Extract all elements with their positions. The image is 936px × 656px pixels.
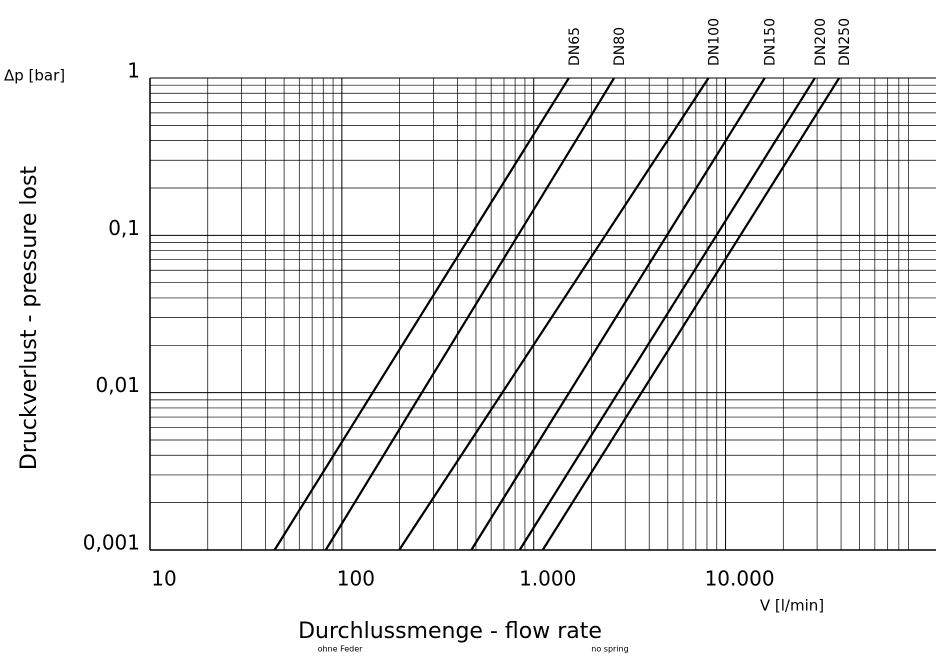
x-tick-label: 100	[337, 567, 375, 591]
x-unit-label: V [l/min]	[760, 597, 824, 615]
series-label: DN100	[707, 18, 723, 66]
series-line	[324, 77, 616, 551]
series-label: DN80	[612, 27, 628, 66]
y-tick-label: 0,1	[108, 216, 140, 240]
x-tick-label: 1.000	[519, 567, 576, 591]
series-label: DN250	[837, 18, 853, 66]
note: no spring	[591, 645, 628, 654]
x-axis-label: Durchlussmenge - flow rate	[298, 619, 602, 644]
x-tick-label: 10	[151, 567, 176, 591]
series-label: DN200	[813, 18, 829, 66]
y-tick-label: 0,01	[95, 373, 140, 397]
note: ohne Feder	[318, 645, 364, 654]
series-line	[541, 77, 841, 551]
series-line	[273, 77, 570, 551]
x-tick-label: 10.000	[705, 567, 775, 591]
y-unit-label: Δp [bar]	[4, 67, 65, 85]
y-tick-label: 1	[127, 59, 140, 83]
series-line	[398, 77, 710, 551]
y-tick-label: 0,001	[83, 531, 140, 555]
series-line	[470, 77, 766, 551]
series-line	[518, 77, 816, 551]
series-label: DN150	[763, 18, 779, 66]
series-label: DN65	[567, 27, 583, 66]
y-axis-label: Druckverlust - pressure lost	[17, 166, 42, 470]
